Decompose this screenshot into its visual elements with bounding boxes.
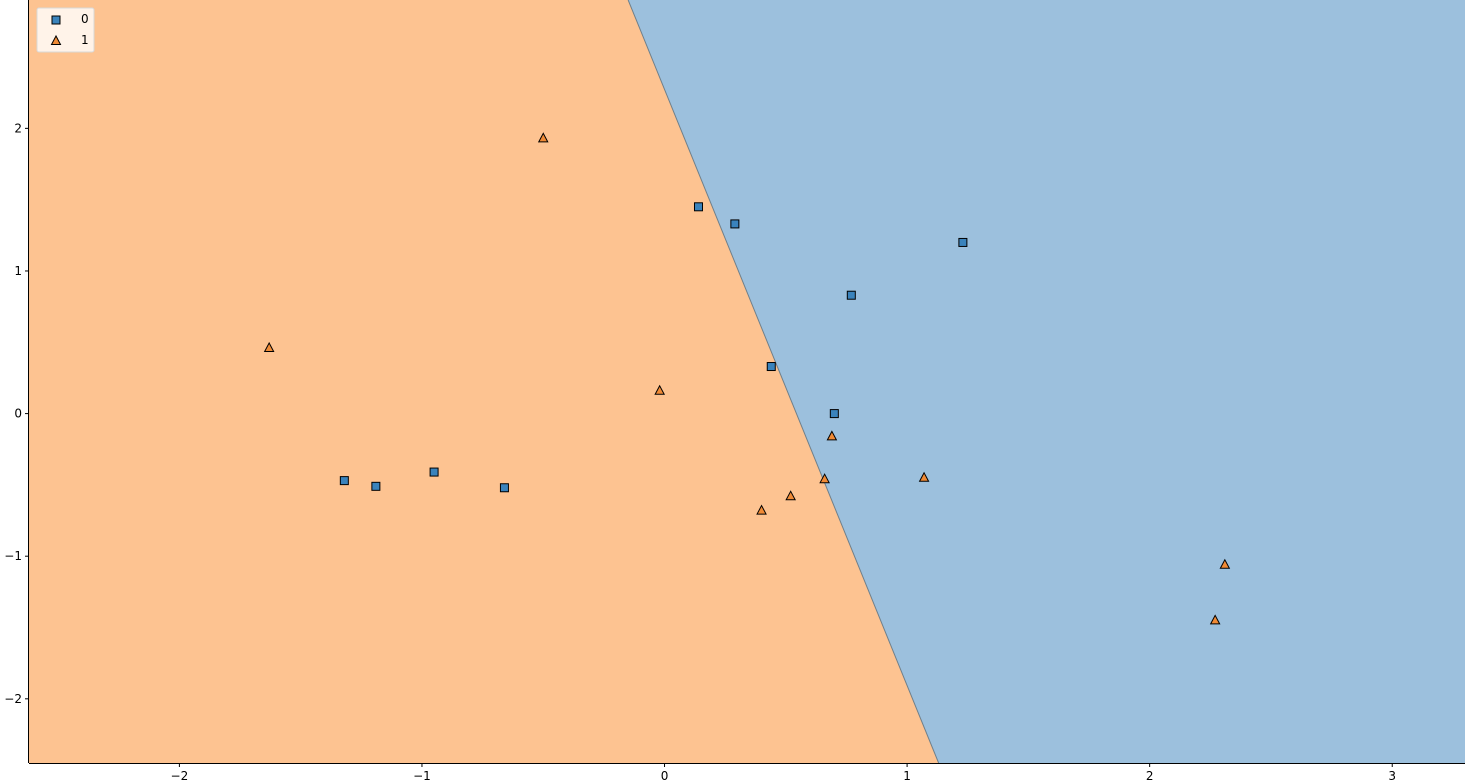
data-point-class-1 [1219, 558, 1231, 569]
plot-area [29, 0, 1465, 764]
y-axis: −2 −1 0 1 2 [4, 0, 29, 763]
data-point-class-0 [958, 237, 968, 247]
x-tick-label: −2 [171, 769, 189, 783]
data-point-class-0 [339, 476, 349, 486]
decision-boundary [627, 0, 940, 764]
y-tick-label: 1 [14, 264, 22, 278]
data-points [263, 132, 1231, 625]
data-point-class-0 [371, 481, 381, 491]
decision-region-class-1 [29, 0, 939, 763]
data-point-class-1 [756, 504, 767, 515]
legend-marker-0 [51, 15, 61, 25]
legend-label-1: 1 [81, 33, 89, 47]
x-tick-label: 3 [1388, 769, 1396, 783]
data-point-class-1 [785, 490, 796, 501]
data-point-class-0 [829, 409, 839, 419]
x-tick-label: 2 [1146, 769, 1154, 783]
data-point-class-0 [499, 483, 509, 493]
data-point-class-1 [263, 341, 275, 352]
y-tick-label: 2 [14, 121, 22, 135]
data-point-class-0 [429, 467, 439, 477]
data-point-class-1 [1209, 614, 1221, 625]
legend-marker-1 [50, 34, 62, 45]
data-point-class-1 [826, 430, 838, 441]
legend: 01 [36, 7, 95, 53]
data-point-class-0 [846, 290, 856, 300]
x-axis: −2 −1 0 1 2 3 [29, 763, 1465, 783]
y-tick-label: 0 [14, 407, 22, 421]
data-point-class-0 [730, 219, 740, 229]
data-point-class-1 [819, 473, 830, 484]
x-tick-label: 0 [661, 769, 669, 783]
data-point-class-1 [537, 132, 549, 143]
x-tick-label: −1 [413, 769, 431, 783]
data-point-class-0 [693, 202, 703, 212]
legend-label-0: 0 [81, 12, 89, 26]
x-tick-label: 1 [903, 769, 911, 783]
y-tick-label: −1 [4, 549, 22, 563]
data-point-class-0 [766, 362, 776, 372]
data-point-class-1 [654, 384, 666, 395]
decision-region-class-0 [628, 0, 1465, 763]
legend-box [36, 7, 95, 53]
data-point-class-1 [918, 471, 930, 482]
y-tick-label: −2 [4, 692, 22, 706]
